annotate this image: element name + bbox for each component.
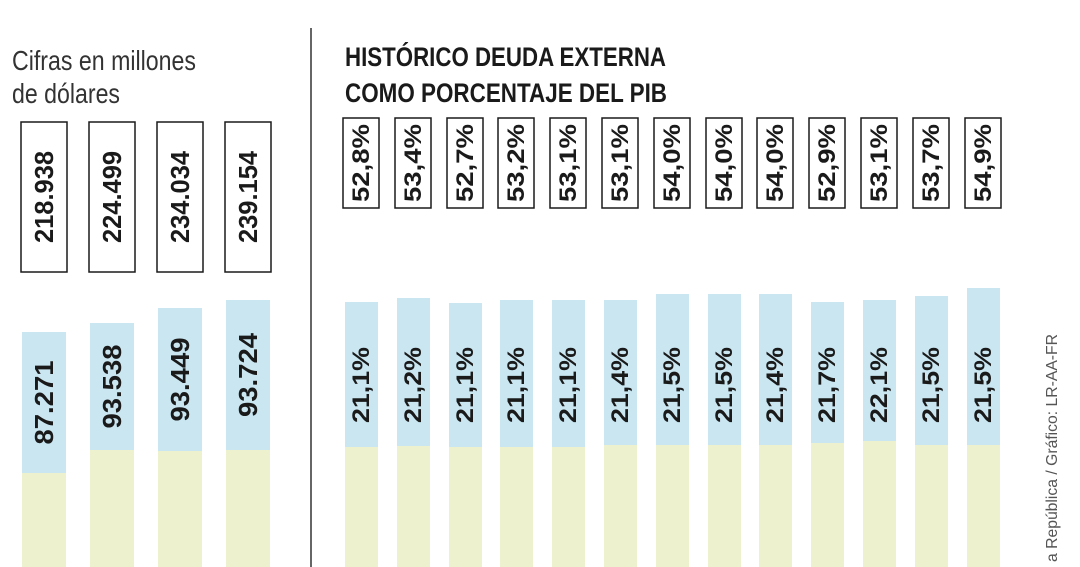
right-total-label: 53,4% (400, 124, 427, 202)
right-total-label: 54,0% (762, 124, 789, 202)
right-bar-total (811, 302, 844, 443)
right-total-label: 53,1% (607, 124, 634, 202)
left-bar-total (90, 323, 134, 450)
right-segment-label: 21,1% (503, 347, 530, 423)
right-total-box (446, 117, 484, 209)
left-bar-total (226, 300, 270, 450)
right-total-box (342, 117, 380, 209)
right-bar-base (552, 447, 585, 567)
right-total-label: 53,1% (555, 124, 582, 202)
left-total-label: 239.154 (233, 150, 263, 243)
left-segment-label: 93.538 (97, 345, 127, 429)
right-bar-total (708, 294, 741, 445)
right-bar-base (397, 446, 430, 567)
right-total-box (808, 117, 846, 209)
left-subtitle-line1: Cifras en millones (12, 45, 196, 76)
right-total-box (653, 117, 691, 209)
right-segment-label: 21,5% (918, 347, 945, 423)
right-bar-total (967, 288, 1000, 445)
right-bar-total (500, 300, 533, 447)
right-segment-label: 21,2% (400, 347, 427, 423)
right-bar-base (708, 445, 741, 567)
right-total-label: 54,0% (711, 124, 738, 202)
left-bar-total (22, 332, 66, 473)
right-segment-label: 21,1% (555, 347, 582, 423)
left-bar-base (158, 451, 202, 567)
right-bar-total (397, 298, 430, 446)
right-bar-base (345, 447, 378, 567)
left-segment-label: 87.271 (29, 361, 59, 445)
left-total-box (88, 121, 136, 273)
right-bar-base (811, 443, 844, 567)
right-total-box (756, 117, 794, 209)
right-bar-base (604, 445, 637, 567)
left-total-label: 234.034 (165, 150, 195, 243)
left-total-box (20, 121, 68, 273)
left-total-label: 218.938 (29, 151, 59, 243)
right-bar-base (967, 445, 1000, 567)
right-title-line2: COMO PORCENTAJE DEL PIB (345, 78, 667, 108)
right-total-box (912, 117, 950, 209)
right-total-label: 54,0% (659, 124, 686, 202)
right-total-label: 52,9% (814, 124, 841, 202)
left-segment-label: 93.724 (233, 332, 263, 417)
left-subtitle-line2: de dólares (12, 78, 120, 109)
right-segment-label: 21,1% (452, 347, 479, 423)
right-total-label: 53,2% (503, 124, 530, 202)
left-bar-base (226, 450, 270, 567)
right-bar-total (759, 294, 792, 445)
right-bar-total (656, 294, 689, 445)
left-total-box (224, 121, 272, 273)
right-segment-label: 21,4% (762, 347, 789, 423)
left-total-box (156, 121, 204, 273)
right-title-line1: HISTÓRICO DEUDA EXTERNA (345, 41, 666, 72)
right-bar-base (500, 447, 533, 567)
right-segment-label: 21,5% (711, 347, 738, 423)
left-bar-total (158, 308, 202, 451)
right-total-box (964, 117, 1002, 209)
right-total-box (705, 117, 743, 209)
right-bar-total (552, 300, 585, 447)
right-bar-base (759, 445, 792, 567)
right-total-label: 53,1% (866, 124, 893, 202)
right-segment-label: 21,1% (348, 347, 375, 423)
right-total-box (860, 117, 898, 209)
right-total-label: 53,7% (918, 124, 945, 202)
right-total-box (497, 117, 535, 209)
left-segment-label: 93.449 (165, 338, 195, 422)
right-bar-base (449, 447, 482, 567)
right-bar-base (863, 441, 896, 567)
right-bar-total (449, 303, 482, 447)
right-total-box (394, 117, 432, 209)
right-segment-label: 22,1% (866, 347, 893, 423)
right-bar-total (345, 302, 378, 447)
right-bar-total (604, 300, 637, 445)
right-total-box (601, 117, 639, 209)
right-segment-label: 21,5% (970, 347, 997, 423)
source-credit: a República / Gráfico: LR-AA-FR (1044, 334, 1061, 562)
right-segment-label: 21,7% (814, 347, 841, 423)
right-bar-total (863, 300, 896, 441)
right-segment-label: 21,5% (659, 347, 686, 423)
right-total-label: 52,7% (452, 124, 479, 202)
right-bar-base (656, 445, 689, 567)
right-bar-base (915, 445, 948, 567)
right-bar-total (915, 296, 948, 445)
right-segment-label: 21,4% (607, 347, 634, 423)
left-bar-base (90, 450, 134, 567)
left-bar-base (22, 473, 66, 567)
right-total-box (549, 117, 587, 209)
left-total-label: 224.499 (97, 151, 127, 243)
right-total-label: 54,9% (970, 124, 997, 202)
right-total-label: 52,8% (348, 124, 375, 202)
